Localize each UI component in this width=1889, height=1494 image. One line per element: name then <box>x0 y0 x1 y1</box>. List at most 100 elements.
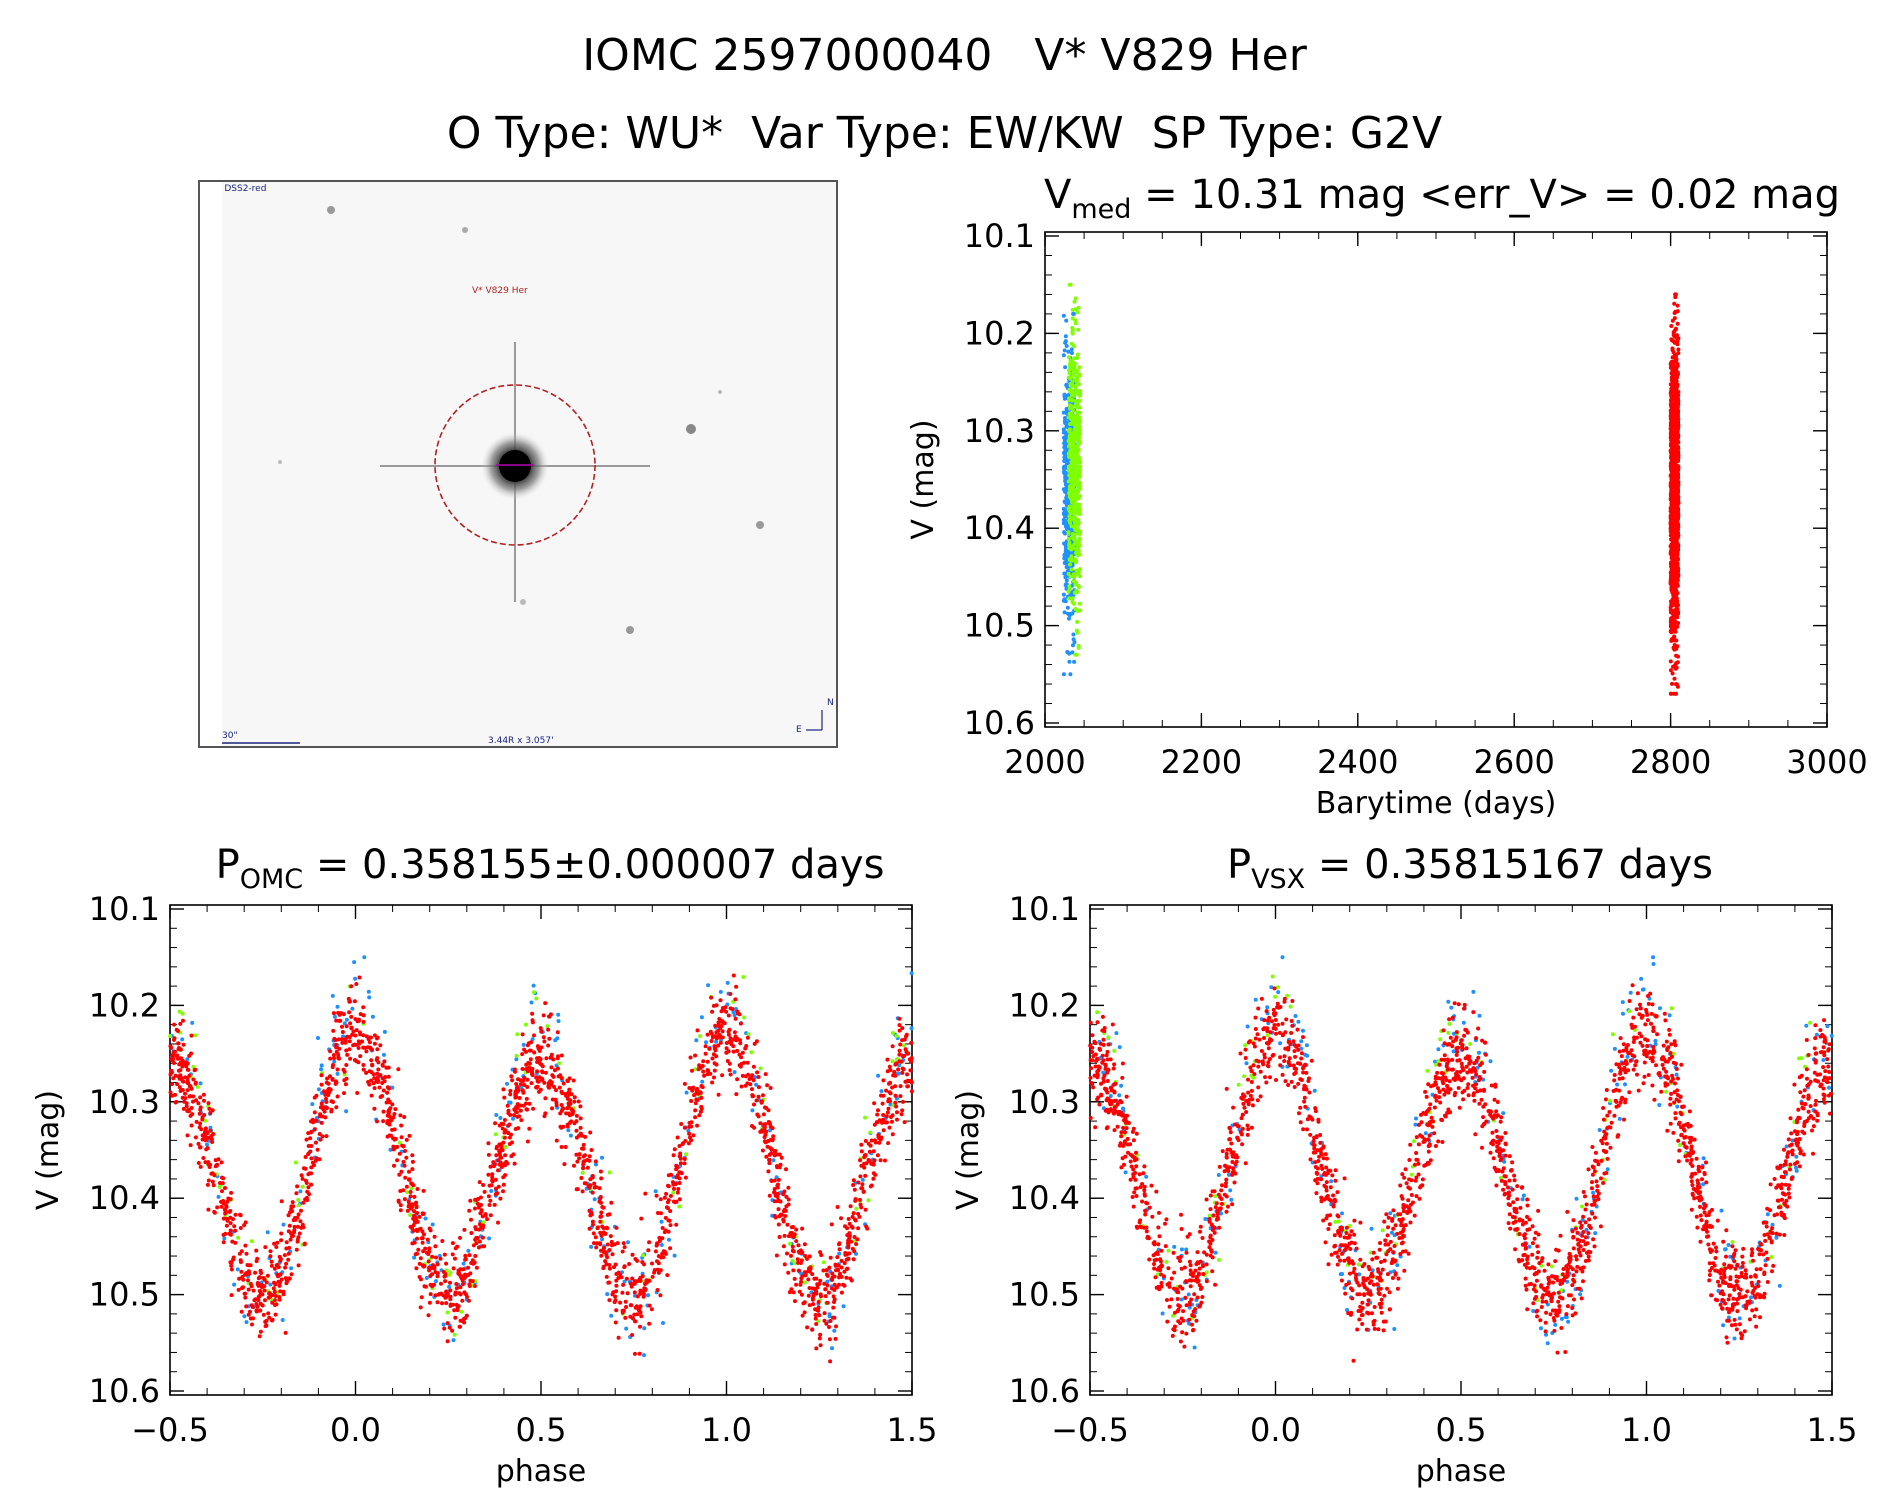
data-point <box>531 1106 536 1111</box>
data-point <box>1062 435 1066 440</box>
data-point <box>1073 461 1078 466</box>
data-point <box>386 1097 391 1102</box>
data-point <box>777 1214 782 1219</box>
data-point <box>1072 344 1077 349</box>
data-point <box>188 1084 193 1089</box>
data-point <box>289 1272 294 1277</box>
data-point <box>521 1090 526 1095</box>
data-point <box>1675 339 1680 344</box>
data-point <box>364 1049 369 1054</box>
data-point <box>341 1067 346 1072</box>
y-tick-label: 10.4 <box>964 509 1035 547</box>
data-point <box>1668 691 1673 696</box>
data-point <box>600 1155 604 1160</box>
data-point <box>875 1112 880 1117</box>
data-point <box>279 1238 284 1243</box>
data-point <box>858 1197 862 1202</box>
data-point <box>281 1222 286 1227</box>
data-point <box>233 1228 238 1233</box>
data-point <box>375 1119 379 1124</box>
data-point <box>906 1084 910 1089</box>
data-point <box>1073 307 1078 312</box>
data-point <box>178 1073 183 1078</box>
data-point <box>720 1029 725 1034</box>
data-point <box>1062 455 1067 460</box>
data-point <box>872 1158 877 1163</box>
data-point <box>1067 546 1072 551</box>
data-point <box>488 1164 493 1169</box>
data-point <box>191 1099 195 1104</box>
data-point <box>791 1268 796 1273</box>
data-point <box>1074 390 1079 395</box>
data-point <box>369 1058 374 1063</box>
data-point <box>368 1046 373 1051</box>
data-point <box>721 1020 726 1025</box>
data-point <box>239 1309 244 1314</box>
data-point <box>738 1021 743 1026</box>
data-point <box>303 1155 308 1159</box>
data-point <box>283 1330 288 1335</box>
figure-title-line2: O Type: WU* Var Type: EW/KW SP Type: G2V <box>446 108 1443 159</box>
data-point <box>785 1222 790 1227</box>
data-point <box>567 1091 572 1096</box>
data-point <box>412 1194 417 1199</box>
data-point <box>298 1219 303 1224</box>
data-point <box>1066 611 1071 616</box>
data-point <box>265 1230 270 1235</box>
data-point <box>317 1132 322 1136</box>
data-point <box>782 1262 787 1267</box>
data-point <box>265 1273 270 1278</box>
data-point <box>418 1256 423 1261</box>
data-point <box>821 1260 826 1265</box>
data-point <box>710 1056 715 1061</box>
data-point <box>219 1160 224 1165</box>
data-point <box>1670 338 1675 343</box>
data-point <box>693 1101 698 1106</box>
data-point <box>428 1292 433 1297</box>
data-point <box>284 1240 289 1245</box>
data-point <box>1077 390 1082 395</box>
data-point <box>842 1283 847 1288</box>
data-point <box>821 1268 826 1273</box>
data-point <box>519 1118 524 1123</box>
data-point <box>294 1247 299 1252</box>
data-point <box>181 1042 186 1047</box>
data-point <box>468 1198 473 1203</box>
data-point <box>614 1308 619 1313</box>
data-point <box>532 990 536 995</box>
data-point <box>862 1165 867 1170</box>
data-point <box>1066 479 1071 484</box>
data-point <box>545 1024 550 1029</box>
data-point <box>432 1234 437 1239</box>
data-point <box>592 1185 597 1190</box>
data-point <box>547 1036 552 1041</box>
data-point <box>328 1074 332 1079</box>
data-point <box>189 1106 194 1110</box>
data-point <box>1671 383 1676 388</box>
data-point <box>324 1134 329 1139</box>
data-point <box>824 1272 829 1277</box>
background-stars <box>278 206 764 634</box>
data-point <box>909 1041 914 1045</box>
data-point <box>1068 448 1073 453</box>
data-point <box>439 1281 443 1286</box>
data-point <box>269 1263 274 1268</box>
data-point <box>419 1277 423 1282</box>
data-point <box>441 1322 446 1327</box>
data-point <box>236 1235 241 1240</box>
data-point <box>693 1115 698 1120</box>
data-point <box>402 1163 407 1168</box>
data-point <box>1077 509 1082 514</box>
data-point <box>702 1073 707 1078</box>
data-point <box>1067 429 1072 434</box>
data-point <box>863 1115 868 1120</box>
data-point <box>563 1145 568 1149</box>
data-point <box>884 1088 889 1093</box>
data-point <box>1671 645 1676 650</box>
data-point <box>734 1092 739 1097</box>
data-point <box>312 1110 317 1115</box>
data-point <box>1674 691 1678 696</box>
data-point <box>686 1141 691 1146</box>
data-point <box>1674 457 1679 462</box>
data-point <box>731 973 736 978</box>
